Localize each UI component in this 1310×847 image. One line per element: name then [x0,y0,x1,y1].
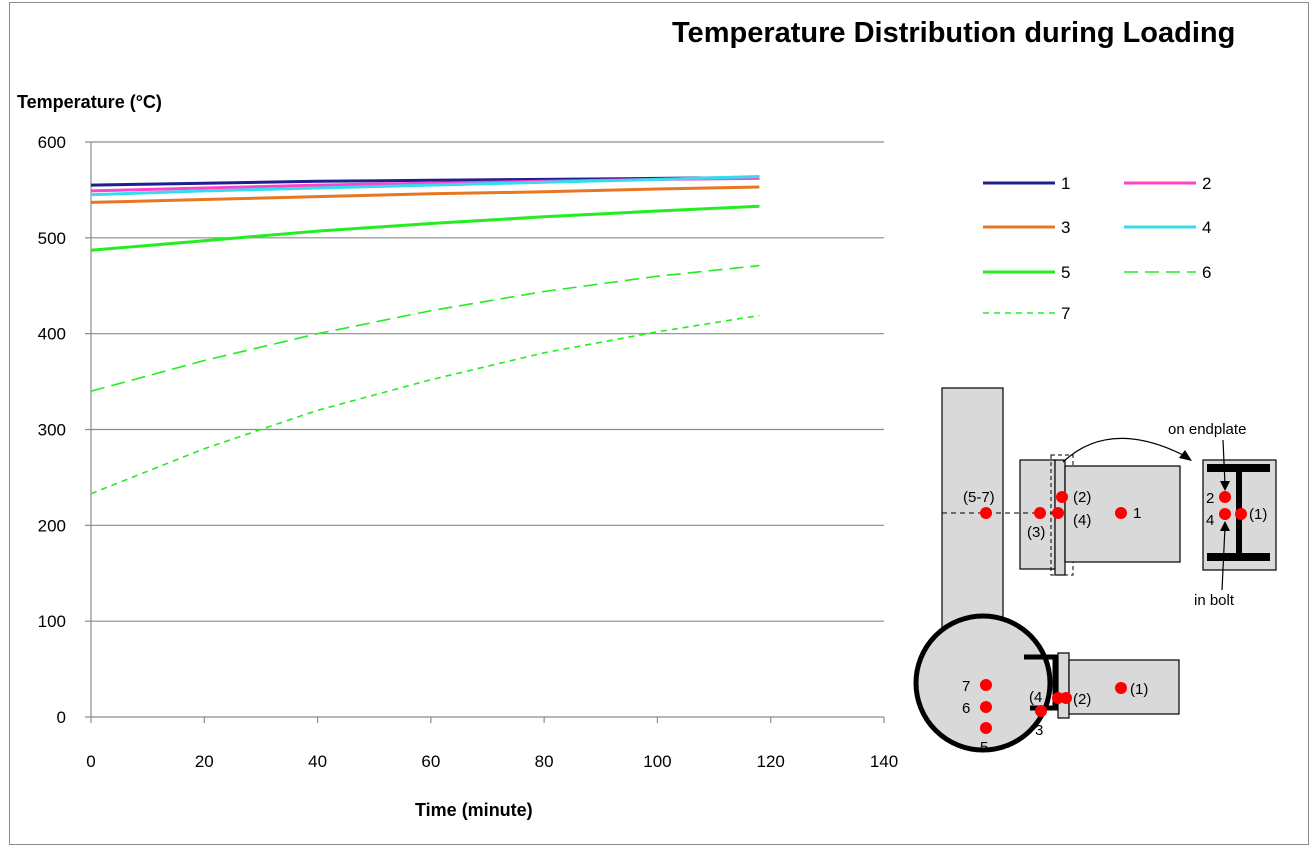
label-1: 1 [1133,505,1141,522]
chart-frame [9,2,1309,845]
plan-label-4: (4 [1029,689,1042,706]
section-top-flange [1207,464,1270,472]
label-3: (3) [1027,524,1045,541]
x-tick-label: 60 [421,752,440,771]
plan-point-7 [980,679,992,691]
plan-point-2 [1060,692,1072,704]
x-tick-label: 140 [870,752,898,771]
label-in-bolt: in bolt [1194,592,1235,609]
series-line-4 [90,175,760,197]
legend-label-6: 6 [1202,263,1211,282]
plan-endplate [1057,652,1070,719]
point-3 [1034,507,1046,519]
y-axis-label: Temperature (°C) [17,92,162,112]
on-endplate-arrowhead [1220,481,1230,491]
x-tick-label: 80 [535,752,554,771]
section-point-2 [1219,491,1231,503]
point-5-7 [980,507,992,519]
plan-point-1 [1115,682,1127,694]
legend-label-4: 4 [1202,218,1211,237]
in-bolt-arrowhead [1220,521,1230,531]
x-tick-label: 40 [308,752,327,771]
section-label-4: 4 [1206,512,1214,529]
x-axis-label: Time (minute) [415,800,533,820]
y-tick-label: 0 [57,708,66,727]
plan-label-1: (1) [1130,681,1148,698]
x-tick-label: 120 [757,752,785,771]
plan-label-7: 7 [962,678,970,695]
plan-point-5 [980,722,992,734]
plan-label-5: 5 [980,739,988,756]
connection-plan-view: 7 6 5 (4 3 (2) (1) [913,613,1180,756]
y-tick-label: 400 [38,325,66,344]
label-4: (4) [1073,512,1091,529]
plan-point-6 [980,701,992,713]
plan-point-3 [1035,705,1047,717]
y-tick-label: 600 [38,133,66,152]
label-5-7: (5-7) [963,489,995,506]
y-tick-label: 500 [38,229,66,248]
series-line-3 [90,185,760,204]
legend-label-7: 7 [1061,304,1070,323]
in-bolt-arrow [1221,526,1226,591]
plan-label-3: 3 [1035,722,1043,739]
section-point-1 [1235,508,1247,520]
point-1 [1115,507,1127,519]
plan-label-6: 6 [962,700,970,717]
section-label-1: (1) [1249,506,1267,523]
label-2: (2) [1073,489,1091,506]
section-point-4 [1219,508,1231,520]
label-on-endplate: on endplate [1168,421,1246,438]
plan-label-2: (2) [1073,691,1091,708]
legend-label-3: 3 [1061,218,1070,237]
callout-arrowhead [1179,450,1192,461]
section-label-2: 2 [1206,490,1214,507]
x-tick-label: 100 [643,752,671,771]
y-tick-label: 100 [38,612,66,631]
series-line-7 [90,314,760,495]
legend-label-1: 1 [1061,174,1070,193]
series-line-5 [90,204,760,252]
callout-arrow [1062,437,1186,463]
legend-label-2: 2 [1202,174,1211,193]
legend-label-5: 5 [1061,263,1070,282]
point-2 [1056,491,1068,503]
x-tick-label: 0 [86,752,95,771]
endplate-highlight [1050,454,1074,576]
chart-title: Temperature Distribution during Loading [672,17,1236,49]
point-4 [1052,507,1064,519]
on-endplate-arrow [1222,439,1226,486]
y-tick-label: 300 [38,421,66,440]
series-line-6 [90,264,760,392]
section-bottom-flange [1207,553,1270,561]
x-tick-label: 20 [195,752,214,771]
y-tick-label: 200 [38,516,66,535]
